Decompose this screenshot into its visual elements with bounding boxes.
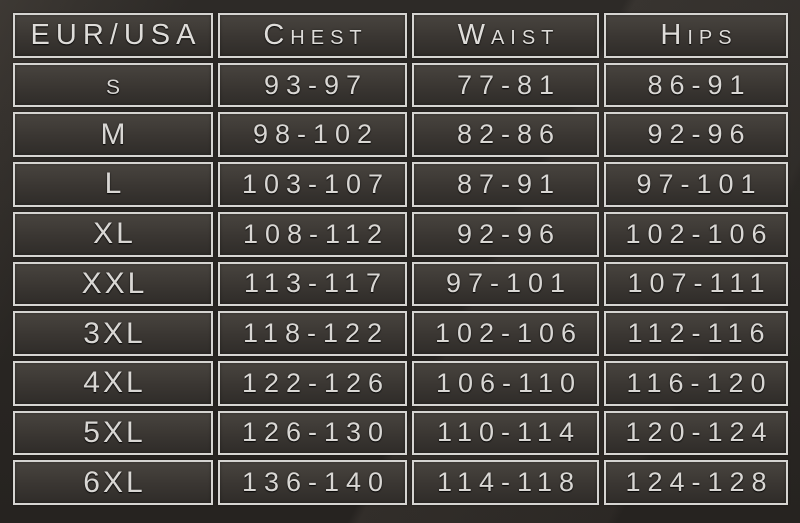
chest-value: 118-122	[218, 311, 407, 356]
chest-value: 108-112	[218, 211, 407, 257]
size-label: XL	[13, 211, 213, 257]
chest-value: 122-126	[218, 360, 407, 406]
size-table: EUR/USA Chest Waist Hips s 93-97 77-81 8…	[13, 13, 788, 505]
size-label: L	[13, 162, 213, 207]
hips-value: 86-91	[604, 62, 788, 108]
hips-value: 116-120	[604, 360, 788, 406]
hips-value: 107-111	[604, 261, 788, 307]
waist-value: 106-110	[412, 360, 599, 406]
size-label: XXL	[13, 261, 213, 307]
waist-value: 87-91	[412, 162, 599, 207]
column-header-chest: Chest	[218, 13, 407, 58]
hips-value: 112-116	[604, 311, 788, 356]
waist-value: 92-96	[412, 211, 599, 257]
chest-value: 126-130	[218, 410, 407, 456]
size-label: 4XL	[13, 360, 213, 406]
hips-value: 92-96	[604, 112, 788, 158]
size-label: M	[13, 112, 213, 158]
waist-value: 114-118	[412, 460, 599, 505]
hips-value: 97-101	[604, 162, 788, 207]
size-label: s	[13, 62, 213, 108]
size-label: 5XL	[13, 410, 213, 456]
waist-value: 110-114	[412, 410, 599, 456]
hips-value: 124-128	[604, 460, 788, 505]
size-label: 3XL	[13, 311, 213, 356]
chest-value: 113-117	[218, 261, 407, 307]
column-header-hips: Hips	[604, 13, 788, 58]
hips-value: 120-124	[604, 410, 788, 456]
column-header-waist: Waist	[412, 13, 599, 58]
waist-value: 77-81	[412, 62, 599, 108]
waist-value: 97-101	[412, 261, 599, 307]
chest-value: 103-107	[218, 162, 407, 207]
chest-value: 136-140	[218, 460, 407, 505]
hips-value: 102-106	[604, 211, 788, 257]
size-label: 6XL	[13, 460, 213, 505]
waist-value: 102-106	[412, 311, 599, 356]
waist-value: 82-86	[412, 112, 599, 158]
chest-value: 98-102	[218, 112, 407, 158]
column-header-eur-usa: EUR/USA	[13, 13, 213, 58]
chest-value: 93-97	[218, 62, 407, 108]
